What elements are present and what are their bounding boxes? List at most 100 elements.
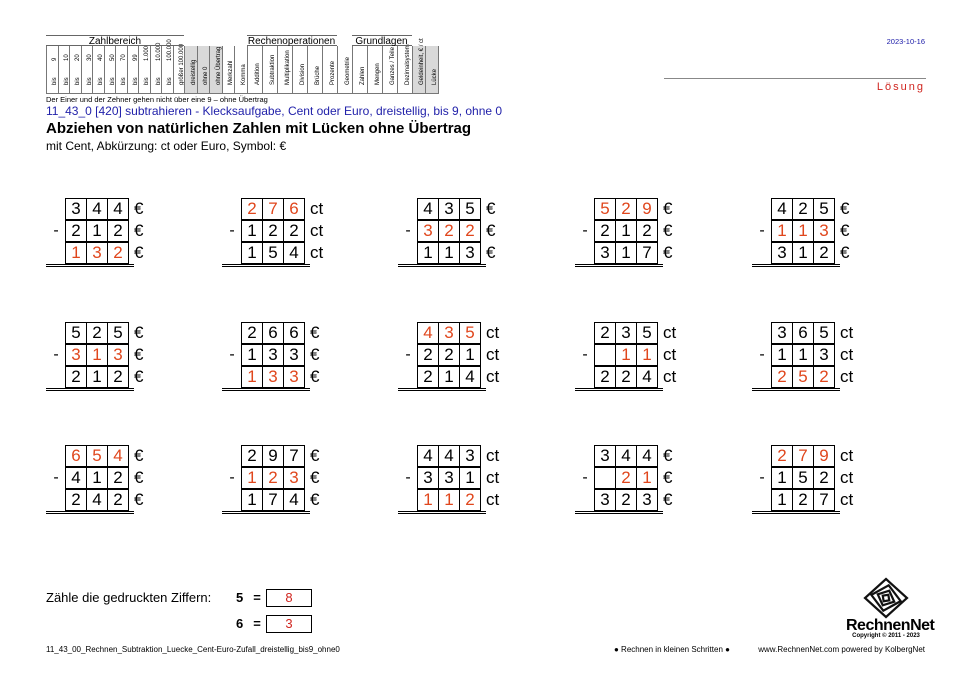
digit-cell: 3 xyxy=(459,445,481,467)
subtraction-problem: 4 3 5 € -3 2 2 €1 1 3 € xyxy=(398,198,513,267)
digit-cell: 1 xyxy=(438,366,460,388)
unit-label: ct xyxy=(486,367,500,386)
digit-cell: 5 xyxy=(86,445,108,467)
category-label: Subtraktion xyxy=(269,54,276,85)
unit-label: € xyxy=(663,490,673,509)
minus-sign: - xyxy=(759,222,765,239)
category-label: Brüche xyxy=(314,65,321,85)
minus-sign: - xyxy=(582,222,588,239)
minus-sign: - xyxy=(229,346,235,363)
count-answer-box: 3 xyxy=(266,615,312,633)
result-underline xyxy=(46,264,134,267)
page-title: Abziehen von natürlichen Zahlen mit Lück… xyxy=(46,120,472,137)
header-column: dreistellig xyxy=(184,46,197,94)
digit-cell: 3 xyxy=(283,344,305,366)
category-label: Zahlen xyxy=(359,66,366,85)
date-label: 2023-10-16 xyxy=(886,37,925,46)
digit-cell: 2 xyxy=(438,220,460,242)
digit-cell: 1 xyxy=(771,344,793,366)
digit-cell: 1 xyxy=(792,344,814,366)
rechnennet-logo: RechnenNet Copyright © 2011 - 2023 xyxy=(846,576,935,642)
digit-cell: 9 xyxy=(636,198,658,220)
digit-cell: 1 xyxy=(86,220,108,242)
header-column: 50 bis xyxy=(103,46,116,94)
worksheet-code: 11_43_0 [420] subtrahieren - Klecksaufga… xyxy=(46,104,503,118)
unit-label: ct xyxy=(840,490,854,509)
header-column: Komma xyxy=(234,46,247,94)
digit-cell: 7 xyxy=(813,489,835,511)
digit-cell: 3 xyxy=(262,344,284,366)
unit-label: € xyxy=(663,243,673,262)
solution-label: Lösung xyxy=(876,81,925,93)
footer-slogan: ● Rechnen in kleinen Schritten ● xyxy=(614,645,730,654)
unit-label: € xyxy=(134,345,144,364)
digit-cell: 2 xyxy=(283,220,305,242)
header-column: Zahlen xyxy=(351,46,367,94)
digit-cell: 4 xyxy=(417,198,439,220)
unit-label: € xyxy=(134,199,144,218)
digit-cell: 2 xyxy=(86,322,108,344)
digit-cell: 5 xyxy=(792,467,814,489)
digit-cell: 7 xyxy=(636,242,658,264)
digit-cell: 1 xyxy=(86,344,108,366)
unit-label: € xyxy=(663,221,673,240)
result-underline xyxy=(46,388,134,391)
digit-cell: 4 xyxy=(107,198,129,220)
digit-cell: 5 xyxy=(813,198,835,220)
result-underline xyxy=(752,388,840,391)
digit-cell: 1 xyxy=(417,489,439,511)
header-column: Ganzes / Teile xyxy=(381,46,397,94)
digit-cell: 2 xyxy=(107,366,129,388)
digit-cell: 5 xyxy=(107,322,129,344)
unit-label: € xyxy=(134,243,144,262)
minus-sign: - xyxy=(405,346,411,363)
unit-label: € xyxy=(663,199,673,218)
minus-sign: - xyxy=(405,222,411,239)
digit-cell: 1 xyxy=(241,489,263,511)
result-underline xyxy=(222,511,310,514)
unit-label: € xyxy=(486,221,496,240)
header-column: Lücke xyxy=(424,46,438,94)
digit-cell: 5 xyxy=(65,322,87,344)
minus-sign: - xyxy=(53,469,59,486)
digit-cell: 2 xyxy=(615,366,637,388)
result-underline xyxy=(398,388,486,391)
table-border xyxy=(46,93,438,94)
minus-sign: - xyxy=(53,346,59,363)
header-column: Mengen xyxy=(366,46,382,94)
digit-cell: 5 xyxy=(636,322,658,344)
minus-sign: - xyxy=(229,222,235,239)
digit-cell: 2 xyxy=(438,344,460,366)
subtraction-problem: 4 4 3 ct -3 3 1 ct 1 1 2 ct xyxy=(398,445,513,514)
result-underline xyxy=(575,264,663,267)
category-label: Mengen xyxy=(374,63,381,85)
category-label: Multiplikation xyxy=(284,50,291,85)
digit-cell: 4 xyxy=(636,445,658,467)
digit-cell: 3 xyxy=(459,242,481,264)
footer-site: www.RechnenNet.com powered by KolbergNet xyxy=(758,645,925,654)
digit-cell: 9 xyxy=(262,445,284,467)
unit-label: € xyxy=(486,243,496,262)
digit-cell: 1 xyxy=(615,220,637,242)
result-underline xyxy=(575,511,663,514)
unit-label: ct xyxy=(840,446,854,465)
digit-cell xyxy=(594,467,616,489)
minus-sign: - xyxy=(759,346,765,363)
unit-label: ct xyxy=(486,345,500,364)
digit-cell: 5 xyxy=(459,322,481,344)
digit-cell: 2 xyxy=(615,198,637,220)
unit-label: ct xyxy=(840,367,854,386)
subtraction-problem: 3 4 4 € -2 1 2 €1 3 2 € xyxy=(46,198,161,267)
page-subtitle: mit Cent, Abkürzung: ct oder Euro, Symbo… xyxy=(46,139,287,153)
digit-cell: 2 xyxy=(594,220,616,242)
unit-label: € xyxy=(840,199,850,218)
header-column: 99 bis xyxy=(126,46,139,94)
header-column: 9 bis xyxy=(46,46,58,94)
unit-label: ct xyxy=(840,345,854,364)
digit-cell: 1 xyxy=(636,344,658,366)
result-underline xyxy=(752,264,840,267)
header-column: 70 bis xyxy=(115,46,127,94)
digit-cell: 3 xyxy=(65,198,87,220)
count-digit: 5 = xyxy=(236,590,261,605)
digit-cell: 2 xyxy=(107,489,129,511)
